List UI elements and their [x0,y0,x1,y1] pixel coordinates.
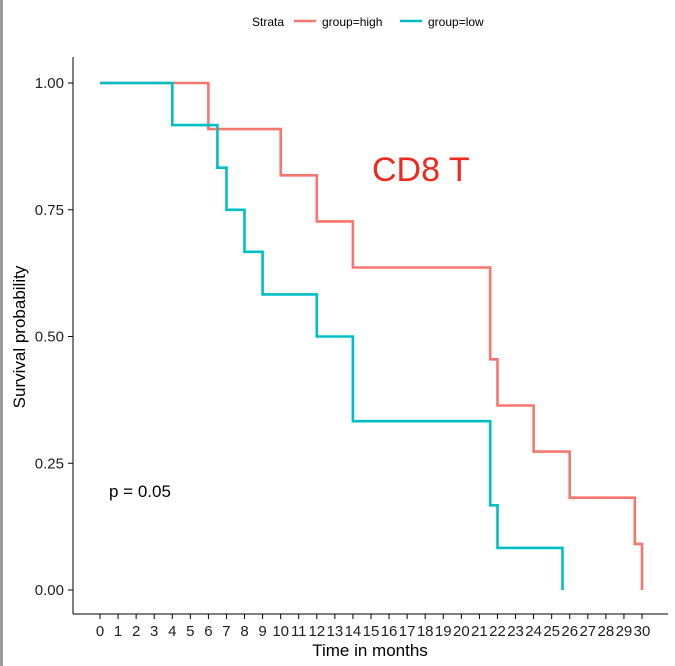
y-axis-ticks: 0.00 0.25 0.50 0.75 1.00 [35,75,73,599]
x-tick-label: 26 [561,623,578,640]
x-tick-label: 13 [327,623,344,640]
x-tick-label: 3 [150,623,158,640]
x-tick-label: 30 [634,623,651,640]
x-tick-label: 20 [453,623,470,640]
x-tick-label: 28 [598,623,615,640]
x-tick-label: 5 [186,623,194,640]
x-tick-label: 16 [381,623,398,640]
x-tick-label: 15 [363,623,380,640]
survival-curves [100,81,644,590]
x-tick-label: 8 [240,623,248,640]
x-tick-label: 9 [258,623,266,640]
x-tick-label: 27 [579,623,596,640]
x-tick-label: 19 [435,623,452,640]
survival-curve-low [100,81,564,590]
y-axis-title: Survival probability [10,265,29,408]
x-axis-ticks: 0 1 2 3 4 5 6 7 8 9 10 11 12 13 14 15 16 17 18 19 20 21 22 23 24… [96,614,651,640]
x-tick-label: 12 [308,623,325,640]
y-tick-label: 0.00 [35,582,64,599]
y-tick-label: 0.25 [35,455,64,472]
x-tick-label: 22 [489,623,506,640]
x-tick-label: 29 [616,623,633,640]
y-tick-label: 1.00 [35,75,64,92]
x-axis-title: Time in months [312,641,428,660]
x-tick-label: 24 [525,623,542,640]
x-tick-label: 18 [417,623,434,640]
x-tick-label: 25 [543,623,560,640]
x-tick-label: 10 [272,623,289,640]
x-tick-label: 2 [132,623,140,640]
p-value-label: p = 0.05 [109,482,171,501]
x-tick-label: 6 [204,623,212,640]
legend-title: Strata [252,15,284,29]
window-left-border [0,0,3,666]
x-tick-label: 23 [507,623,524,640]
y-tick-label: 0.50 [35,329,64,346]
x-tick-label: 17 [399,623,416,640]
x-tick-label: 4 [168,623,176,640]
x-tick-label: 14 [345,623,362,640]
legend-label-high: group=high [322,15,382,29]
y-tick-label: 0.75 [35,202,64,219]
legend-label-low: group=low [428,15,484,29]
x-tick-label: 1 [114,623,122,640]
legend: Strata group=high group=low [252,15,484,29]
x-tick-label: 0 [96,623,104,640]
cell-type-annotation: CD8 T [372,151,470,189]
survival-curve-high [100,81,644,590]
x-tick-label: 7 [222,623,230,640]
x-tick-label: 11 [291,623,307,640]
x-tick-label: 21 [471,623,488,640]
